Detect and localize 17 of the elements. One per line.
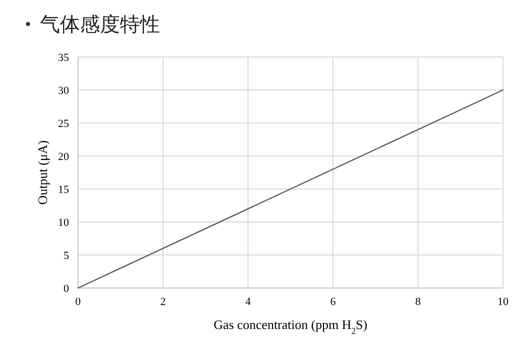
y-tick-label: 15 [58, 184, 70, 196]
y-tick-label: 10 [58, 217, 70, 229]
y-tick-label: 0 [64, 283, 70, 295]
x-tick-label: 8 [415, 296, 422, 308]
y-tick-label: 20 [58, 151, 70, 163]
x-tick-label: 10 [498, 296, 509, 308]
x-axis-title: Gas concentration (ppm H$_{2}$S) [214, 317, 368, 336]
y-axis-title: Output (μA) [35, 140, 50, 205]
x-tick-label: 4 [245, 296, 252, 308]
y-tick-label: 25 [58, 118, 70, 130]
x-tick-label: 6 [330, 296, 336, 308]
y-tick-label: 35 [58, 52, 70, 64]
x-tick-label: 0 [75, 296, 82, 308]
y-tick-label: 30 [58, 85, 70, 97]
chart-title: 气体感度特性 [40, 12, 160, 36]
y-tick-label: 5 [64, 250, 70, 262]
x-tick-label: 2 [160, 296, 166, 308]
